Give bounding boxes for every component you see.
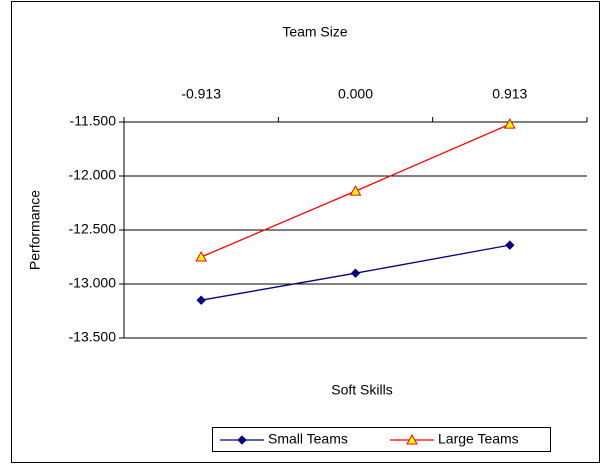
marker xyxy=(349,185,362,196)
marker xyxy=(406,433,418,445)
x-axis-title: Soft Skills xyxy=(331,382,392,398)
x-tick-label: 0.913 xyxy=(492,86,527,102)
x-tick-label: -0.913 xyxy=(181,86,221,102)
y-tick-label: -12.500 xyxy=(69,221,117,237)
chart-title: Team Size xyxy=(282,24,348,40)
x-tick-label: 0.000 xyxy=(338,86,373,102)
legend-box xyxy=(212,427,551,452)
y-tick-label: -13.000 xyxy=(69,275,117,291)
marker xyxy=(503,118,516,129)
y-tick-label: -12.000 xyxy=(69,167,117,183)
chart-frame xyxy=(11,1,600,463)
marker xyxy=(350,268,361,278)
legend-label: Large Teams xyxy=(438,431,519,447)
y-tick-label: -11.500 xyxy=(70,113,117,129)
legend-label: Small Teams xyxy=(268,431,348,447)
marker xyxy=(237,435,247,445)
marker xyxy=(505,240,515,250)
marker xyxy=(195,250,208,262)
y-axis-title: Performance xyxy=(27,190,43,270)
marker xyxy=(196,295,206,305)
y-tick-label: -13.500 xyxy=(69,329,117,345)
